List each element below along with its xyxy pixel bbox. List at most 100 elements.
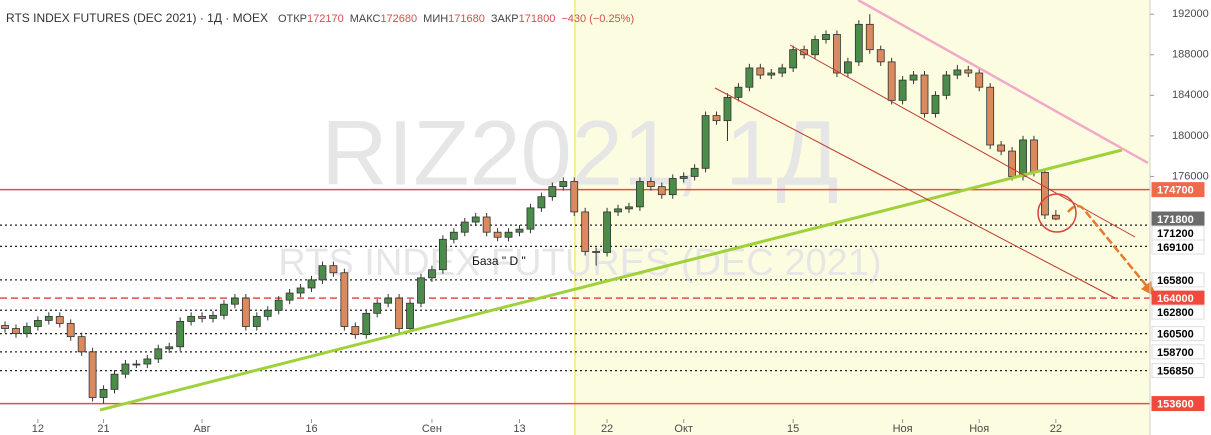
- candle-body: [1051, 214, 1060, 220]
- candle-body: [340, 272, 349, 327]
- candle-body: [362, 312, 371, 336]
- level-label: 156850: [1157, 366, 1194, 378]
- candle-body: [756, 67, 765, 76]
- level-label-bg: [1151, 239, 1205, 255]
- x-tick-label: 15: [787, 423, 799, 435]
- candle-body: [384, 297, 393, 304]
- candle-body: [1008, 150, 1016, 177]
- level-label: 169100: [1157, 242, 1194, 254]
- ohlc-value: 172680: [380, 13, 417, 25]
- candle-body: [1019, 139, 1027, 177]
- candle-body: [964, 69, 973, 74]
- candle-body: [406, 302, 414, 329]
- level-label: 160500: [1157, 329, 1194, 341]
- ohlc-label: МАКС: [350, 13, 381, 25]
- candle-body: [504, 231, 513, 238]
- candle-body: [920, 74, 929, 114]
- candle-body: [767, 72, 776, 76]
- candle-body: [55, 315, 64, 324]
- candle-body: [482, 216, 491, 233]
- ohlc-label: ОТКР: [278, 13, 307, 25]
- candle-body: [493, 231, 502, 238]
- level-label: 158700: [1157, 347, 1194, 359]
- header: RTS INDEX FUTURES (DEC 2021) · 1Д · MOEX…: [6, 11, 634, 25]
- candle-body: [44, 315, 53, 321]
- candle-body: [898, 79, 907, 101]
- x-tick-label: 22: [601, 423, 613, 435]
- candle-body: [997, 144, 1006, 152]
- x-tick-label: Сен: [422, 423, 442, 435]
- candle-body: [570, 181, 579, 213]
- candle-body: [285, 292, 294, 301]
- candle-body: [329, 265, 338, 274]
- candle-body: [165, 346, 174, 350]
- candle-body: [789, 49, 798, 69]
- x-tick-label: Ноя: [893, 423, 913, 435]
- candle-body: [603, 211, 611, 253]
- candle-body: [734, 86, 743, 98]
- level-label: 171800: [1157, 214, 1194, 226]
- level-label: 162800: [1157, 307, 1194, 319]
- candle-body: [668, 178, 677, 196]
- y-tick-label: 180000: [1172, 130, 1209, 142]
- candle-body: [537, 196, 546, 209]
- x-tick-label: Ноя: [969, 423, 989, 435]
- candle-body: [778, 67, 787, 74]
- candle-body: [548, 186, 557, 198]
- candle-body: [646, 181, 655, 187]
- x-tick-label: 21: [97, 423, 109, 435]
- level-label: 165800: [1157, 275, 1194, 287]
- level-label-bg: [1151, 272, 1205, 288]
- candle-body: [1041, 171, 1049, 216]
- candle-body: [143, 358, 152, 365]
- candle-body: [854, 23, 863, 63]
- level-label: 174700: [1157, 185, 1194, 197]
- header-title: RTS INDEX FUTURES (DEC 2021) · 1Д · MOEX: [6, 11, 268, 25]
- level-label-bg: [1151, 344, 1205, 360]
- candle-body: [526, 207, 535, 230]
- candle-body: [395, 297, 403, 329]
- candle-body: [679, 176, 688, 179]
- candle-body: [241, 297, 250, 327]
- candle-body: [438, 238, 447, 271]
- candle-body: [154, 348, 163, 360]
- candle-body: [23, 326, 31, 335]
- candle-body: [822, 34, 830, 40]
- candle-body: [296, 287, 305, 294]
- candle-body: [12, 328, 20, 335]
- level-label-bg: [1151, 396, 1205, 412]
- candle-body: [843, 61, 852, 74]
- candle-body: [176, 321, 185, 348]
- candle-body: [614, 208, 622, 213]
- y-tick-label: 184000: [1172, 89, 1209, 101]
- candle-body: [33, 320, 42, 327]
- level-label-bg: [1151, 304, 1205, 320]
- candle-body: [745, 67, 754, 88]
- candle-body: [209, 314, 217, 319]
- candle-body: [811, 39, 819, 56]
- candle-body: [471, 216, 480, 223]
- candle-body: [887, 61, 896, 101]
- candles: [1, 14, 1060, 404]
- y-tick-label: 176000: [1172, 170, 1209, 182]
- highlight-circle: [1037, 193, 1077, 233]
- candle-body: [657, 186, 666, 196]
- candle-body: [187, 315, 196, 322]
- candle-body: [1, 325, 9, 329]
- y-tick-label: 188000: [1172, 49, 1209, 61]
- candle-body: [581, 211, 590, 252]
- candle-body: [252, 315, 261, 327]
- ohlc-value: 171680: [448, 13, 485, 25]
- candle-body: [559, 181, 568, 187]
- annotation: База " D ": [472, 254, 526, 268]
- watermark: RIZ2021, 1Д: [321, 102, 838, 204]
- candle-body: [701, 115, 710, 169]
- candle-body: [953, 69, 962, 76]
- candle-body: [263, 309, 272, 317]
- level-label-bg: [1151, 363, 1205, 379]
- level-label: 164000: [1157, 293, 1194, 305]
- candle-body: [876, 49, 885, 63]
- candle-body: [515, 228, 524, 233]
- levels: [0, 188, 1150, 405]
